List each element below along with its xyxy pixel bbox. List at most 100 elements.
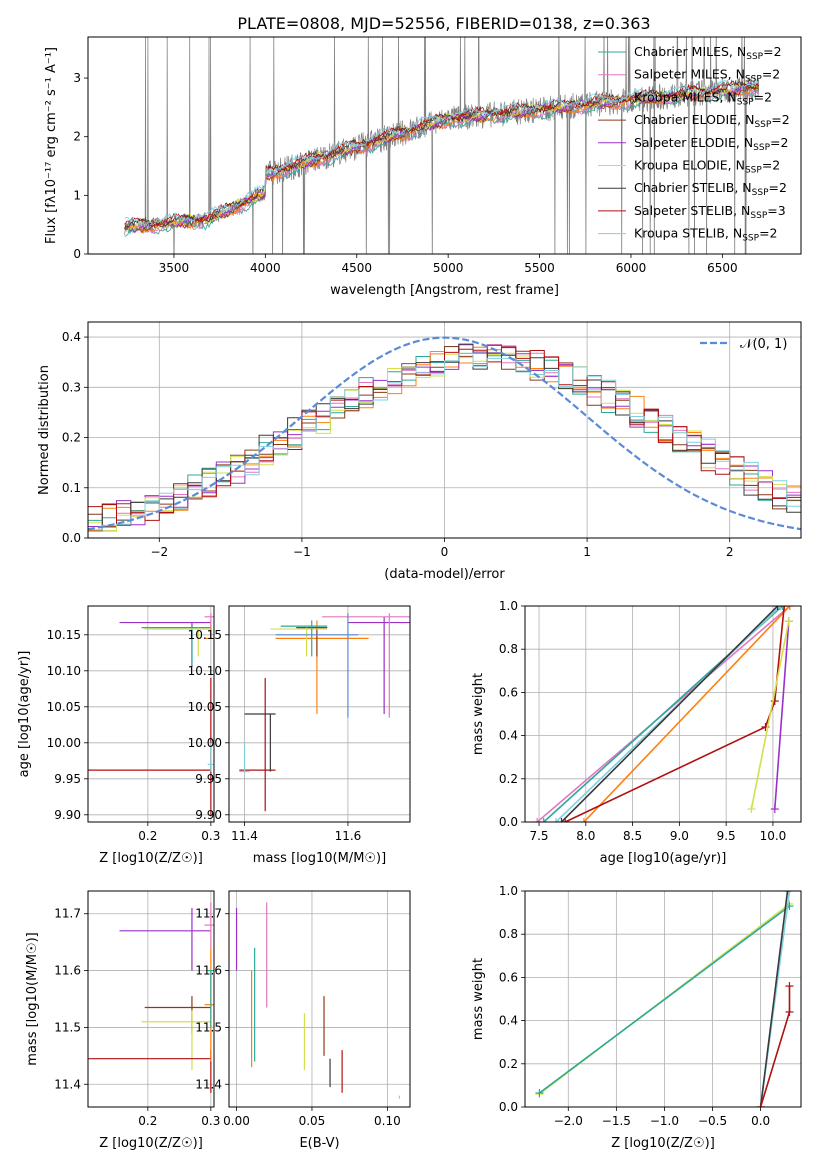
spectrum-data-group bbox=[124, 37, 760, 254]
x-tick-label: −2.0 bbox=[554, 1114, 583, 1128]
y-tick-label: 9.95 bbox=[54, 772, 81, 786]
y-tick-label: 0.2 bbox=[499, 772, 518, 786]
x-tick-label: −1 bbox=[293, 545, 311, 559]
axes-frame bbox=[228, 890, 411, 1108]
y-axis-label: Flux [fλ10⁻¹⁷ erg cm⁻² s⁻¹ A⁻¹] bbox=[44, 47, 59, 244]
x-tick-label: 4000 bbox=[250, 261, 281, 275]
model-line-kroupa-stelib bbox=[124, 77, 759, 226]
y-axis-label: mass weight bbox=[471, 673, 486, 755]
y-tick-label: 11.6 bbox=[195, 964, 222, 978]
y-tick-label: 10.05 bbox=[47, 700, 81, 714]
y-tick-label: 11.4 bbox=[54, 1077, 81, 1091]
legend-label: Chabrier MILES, NSSP=2 bbox=[634, 44, 782, 62]
x-tick-label: 11.6 bbox=[335, 829, 362, 843]
weight-line-chabrier-stelib bbox=[560, 606, 779, 822]
y-tick-label: 1.0 bbox=[499, 599, 518, 613]
y-tick-label: 0.1 bbox=[62, 481, 81, 495]
x-tick-label: 0.2 bbox=[138, 1114, 157, 1128]
x-tick-label: 0.10 bbox=[374, 1114, 401, 1128]
y-tick-label: 10.00 bbox=[188, 736, 222, 750]
x-tick-label: 9.5 bbox=[717, 829, 736, 843]
model-line-salpeter-elodie bbox=[124, 81, 759, 234]
y-tick-label: 0.0 bbox=[499, 815, 518, 829]
axes-frame bbox=[87, 36, 802, 255]
y-axis-label: Normed distribution bbox=[37, 365, 52, 495]
points-group bbox=[239, 613, 410, 812]
lines-group bbox=[533, 606, 794, 822]
lines-group bbox=[535, 891, 794, 1107]
legend-label: 𝒩(0, 1) bbox=[740, 337, 787, 352]
y-tick-label: 0.8 bbox=[499, 927, 518, 941]
panel-3: 0.2 0.3 9.90 9.95 10.00 10.05 10.10 10.15 Z [log… bbox=[17, 605, 220, 866]
y-tick-label: 11.5 bbox=[195, 1020, 222, 1034]
x-tick-label: 9.0 bbox=[670, 829, 689, 843]
x-tick-label: 0.00 bbox=[223, 1114, 250, 1128]
x-tick-label: 2 bbox=[726, 545, 734, 559]
y-tick-label: 11.7 bbox=[195, 907, 222, 921]
y-tick-label: 11.4 bbox=[195, 1077, 222, 1091]
legend-label: Chabrier STELIB, NSSP=2 bbox=[634, 180, 787, 198]
x-tick-label: 3500 bbox=[159, 261, 190, 275]
x-tick-label: 7.5 bbox=[529, 829, 548, 843]
x-tick-label: 4500 bbox=[341, 261, 372, 275]
y-tick-label: 11.5 bbox=[54, 1020, 81, 1034]
x-axis-label: Z [log10(Z/Z☉)] bbox=[99, 1136, 203, 1151]
points-group bbox=[235, 902, 401, 1099]
y-tick-label: 10.15 bbox=[47, 628, 81, 642]
figure-title: PLATE=0808, MJD=52556, FIBERID=0138, z=0… bbox=[237, 14, 650, 33]
y-tick-label: 1.0 bbox=[499, 884, 518, 898]
y-tick-label: 0.6 bbox=[499, 970, 518, 984]
weight-line-chabrier-stelib bbox=[759, 891, 789, 1107]
panel-4: 11.4 11.6 9.90 9.95 10.00 10.05 10.10 10.15 mass… bbox=[188, 605, 411, 866]
x-tick-label: 0.0 bbox=[751, 1114, 770, 1128]
y-tick-label: 0.4 bbox=[62, 330, 81, 344]
x-tick-label: 0.2 bbox=[138, 829, 157, 843]
y-tick-label: 0.8 bbox=[499, 642, 518, 656]
legend-label: Salpeter ELODIE, NSSP=2 bbox=[634, 135, 788, 153]
y-tick-label: 2 bbox=[73, 130, 81, 144]
weight-line-kroupa-elodie bbox=[750, 620, 790, 810]
x-axis-label: (data-model)/error bbox=[384, 567, 505, 582]
panel-2: −2 −1 0 1 2 0.0 0.1 0.2 0.3 0.4 (data-model)/error… bbox=[37, 321, 802, 582]
y-tick-label: 9.90 bbox=[54, 808, 81, 822]
x-axis-label: Z [log10(Z/Z☉)] bbox=[611, 1136, 715, 1151]
axes-frame bbox=[524, 890, 802, 1108]
x-axis-label: wavelength [Angstrom, rest frame] bbox=[330, 283, 559, 298]
legend-label: Kroupa ELODIE, NSSP=2 bbox=[634, 158, 780, 176]
x-tick-label: −1.5 bbox=[602, 1114, 631, 1128]
weight-line-kroupa-miles bbox=[583, 606, 791, 822]
y-tick-label: 10.05 bbox=[188, 700, 222, 714]
y-tick-label: 0.4 bbox=[499, 1014, 518, 1028]
weight-line-kroupa-stelib bbox=[555, 606, 781, 822]
panel-8: −2.0 −1.5 −1.0 −0.5 0.0 0.0 0.2 0.4 0.6 0.8 1.0 Z [… bbox=[471, 884, 802, 1151]
y-tick-label: 3 bbox=[73, 71, 81, 85]
axes-frame bbox=[228, 605, 411, 823]
y-tick-label: 0.2 bbox=[499, 1057, 518, 1071]
x-tick-label: 6500 bbox=[707, 261, 738, 275]
model-line-kroupa-miles bbox=[124, 84, 759, 235]
x-tick-label: −2 bbox=[150, 545, 168, 559]
axes-frame bbox=[87, 605, 215, 823]
y-tick-label: 0.6 bbox=[499, 685, 518, 699]
x-axis-label: Z [log10(Z/Z☉)] bbox=[99, 851, 203, 866]
x-tick-label: 1 bbox=[583, 545, 591, 559]
panel-1: 3500 4000 4500 5000 5500 6000 6500 0 1 2 3 waveleng… bbox=[44, 36, 802, 298]
y-tick-label: 0 bbox=[73, 247, 81, 261]
y-tick-label: 1 bbox=[73, 188, 81, 202]
legend: 𝒩(0, 1) bbox=[700, 337, 787, 352]
x-tick-label: 8.5 bbox=[623, 829, 642, 843]
x-tick-label: 0.3 bbox=[201, 1114, 220, 1128]
x-tick-label: 6000 bbox=[616, 261, 647, 275]
weight-line-salpeter-elodie bbox=[774, 621, 790, 810]
histogram-group bbox=[88, 336, 801, 532]
axes-frame bbox=[87, 321, 802, 539]
y-tick-label: 11.6 bbox=[54, 964, 81, 978]
y-tick-label: 0.0 bbox=[499, 1100, 518, 1114]
legend: Chabrier MILES, NSSP=2 Salpeter MILES, NS… bbox=[598, 44, 790, 244]
points-group bbox=[88, 613, 214, 815]
y-axis-label: age [log10(age/yr)] bbox=[17, 651, 32, 778]
panel-7: 0.00 0.05 0.10 11.4 11.5 11.6 11.7 E(B-V) bbox=[195, 890, 411, 1151]
x-axis-label: age [log10(age/yr)] bbox=[600, 851, 727, 866]
x-tick-label: 0.05 bbox=[299, 1114, 326, 1128]
